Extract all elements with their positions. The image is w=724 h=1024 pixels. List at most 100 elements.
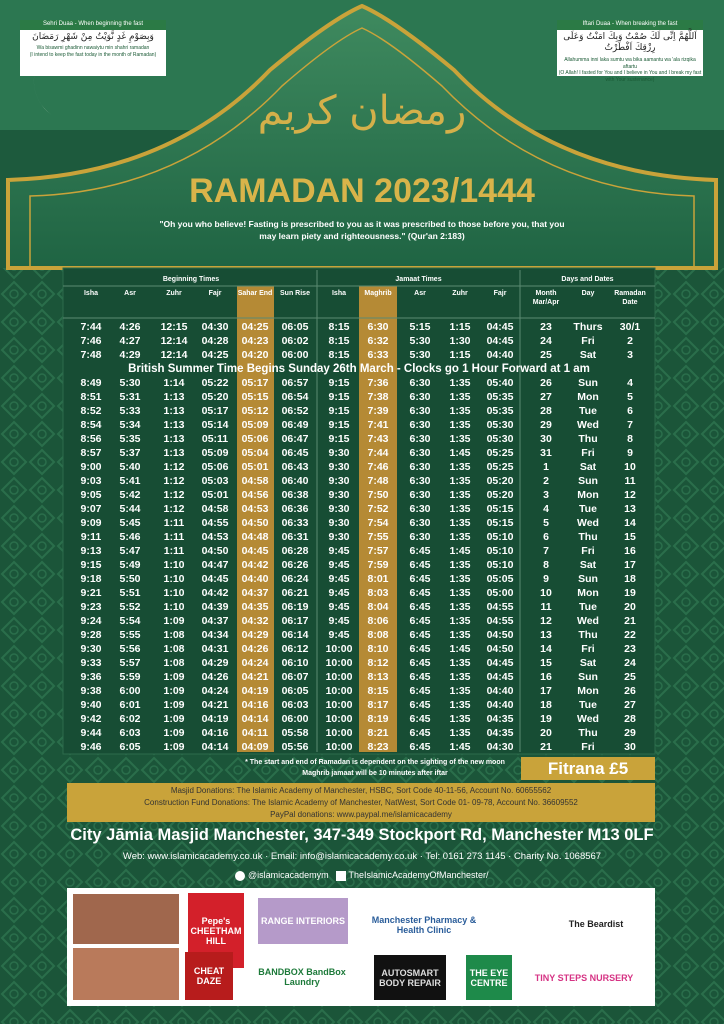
cell: 8:12 — [367, 657, 389, 669]
cell: 04:45 — [486, 657, 514, 669]
cell: 10:00 — [325, 657, 353, 669]
cell: 1:08 — [163, 657, 185, 669]
cell: 7:44 — [80, 321, 102, 333]
cell: 6:30 — [409, 461, 431, 473]
cell: 6:33 — [367, 349, 389, 361]
cell: 1:09 — [163, 615, 185, 627]
cell: 06:05 — [281, 685, 309, 697]
cell: 1:35 — [449, 433, 471, 445]
cell: 10:00 — [325, 727, 353, 739]
cell: 04:25 — [201, 349, 229, 361]
cell: 1:45 — [449, 545, 471, 557]
cell: Wed — [577, 517, 599, 529]
cell: 04:30 — [486, 741, 514, 753]
cell: 5:33 — [119, 405, 141, 417]
cell: 5:35 — [119, 433, 141, 445]
cell: Sun — [578, 671, 598, 683]
cell: 6:30 — [409, 475, 431, 487]
cell: 1:35 — [449, 629, 471, 641]
cell: 8:03 — [367, 587, 389, 599]
cell: 8:57 — [80, 447, 102, 459]
cell: 5:41 — [119, 475, 141, 487]
cell: 04:45 — [486, 321, 514, 333]
cell: 6:01 — [119, 699, 141, 711]
title: RAMADAN 2023/1444 — [189, 172, 535, 210]
cell: 7:48 — [80, 349, 102, 361]
cell: 06:54 — [281, 391, 309, 403]
cell: 05:15 — [241, 391, 269, 403]
cell: 04:30 — [201, 321, 229, 333]
cell: 05:30 — [486, 419, 514, 431]
cell: 1:13 — [163, 419, 185, 431]
cell: 05:14 — [201, 419, 229, 431]
cell: 9:45 — [328, 601, 350, 613]
cell: 1:35 — [449, 559, 471, 571]
cell: 11 — [624, 475, 636, 487]
cell: 5:15 — [409, 321, 431, 333]
cell: 6:02 — [119, 713, 141, 725]
cell: 5:42 — [119, 489, 141, 501]
cell: 1:09 — [163, 741, 185, 753]
cell: 1:35 — [449, 377, 471, 389]
cell: 8:10 — [367, 643, 389, 655]
cell: 1:09 — [163, 671, 185, 683]
cell: Sun — [578, 377, 598, 389]
cell: 06:00 — [281, 713, 309, 725]
cell: 9:45 — [328, 629, 350, 641]
cell: 10 — [624, 461, 636, 473]
cell: 9:15 — [328, 419, 350, 431]
cell: 04:34 — [201, 629, 229, 641]
cell: 05:05 — [486, 573, 514, 585]
cell: 16 — [624, 545, 636, 557]
column-header: Day — [581, 290, 595, 297]
cell: 9:30 — [328, 475, 350, 487]
cell: 04:16 — [241, 699, 269, 711]
cell: 04:45 — [201, 573, 229, 585]
cell: 6:45 — [409, 559, 431, 571]
cell: 5:57 — [119, 657, 141, 669]
cell: Tue — [579, 503, 597, 515]
column-header: Sun Rise — [280, 290, 310, 297]
cell: 06:14 — [281, 629, 309, 641]
cell: 5:34 — [119, 419, 141, 431]
cell: 10:00 — [325, 741, 353, 753]
cell: 7:36 — [367, 377, 389, 389]
cell: Sun — [578, 475, 598, 487]
cell: 29 — [624, 727, 636, 739]
cell: 05:03 — [201, 475, 229, 487]
cell: 9:45 — [328, 573, 350, 585]
donations: Masjid Donations: The Islamic Academy of… — [67, 785, 655, 821]
cell: Fri — [581, 643, 595, 655]
cell: 6:30 — [367, 321, 389, 333]
cell: 04:40 — [486, 699, 514, 711]
cell: 2 — [543, 475, 549, 487]
cell: 4:29 — [119, 349, 141, 361]
cell: 8:52 — [80, 405, 102, 417]
cell: 1:13 — [163, 433, 185, 445]
cell: 06:36 — [281, 503, 309, 515]
cell: 5:54 — [119, 615, 141, 627]
cell: 5:40 — [119, 461, 141, 473]
cell: 5:49 — [119, 559, 141, 571]
cell: 04:55 — [486, 615, 514, 627]
cell: Fri — [581, 545, 595, 557]
cell: 7:43 — [367, 433, 389, 445]
cell: 6:45 — [409, 587, 431, 599]
cell: 9:18 — [80, 573, 102, 585]
cell: 05:06 — [241, 433, 269, 445]
cell: 04:39 — [201, 601, 229, 613]
cell: 26 — [540, 377, 552, 389]
cell: 04:55 — [201, 517, 229, 529]
cell: 6:30 — [409, 377, 431, 389]
cell: Sat — [579, 657, 597, 669]
cell: 05:56 — [281, 741, 309, 753]
cell: 9:05 — [80, 489, 102, 501]
cell: Mon — [577, 685, 599, 697]
cell: 1:35 — [449, 671, 471, 683]
cell: 15 — [540, 657, 552, 669]
sponsor-logo: TINY STEPS NURSERY — [524, 962, 644, 994]
cell: 8:56 — [80, 433, 102, 445]
cell: 6:30 — [409, 433, 431, 445]
cell: 5:56 — [119, 643, 141, 655]
